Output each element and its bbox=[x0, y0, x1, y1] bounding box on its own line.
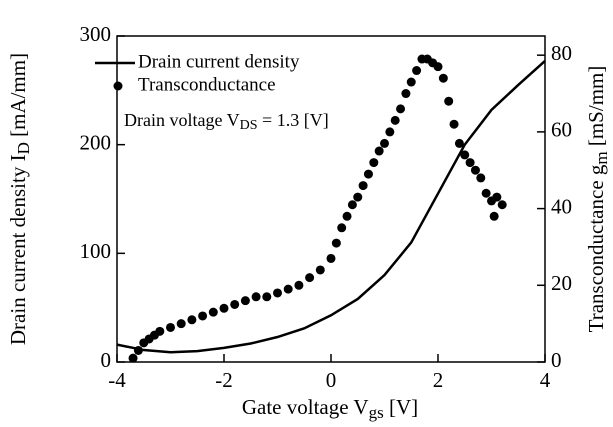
gm-point bbox=[337, 223, 347, 233]
x-tick-label: -4 bbox=[108, 368, 126, 392]
gm-point bbox=[476, 173, 486, 183]
legend-label: Drain current density bbox=[138, 51, 300, 72]
y-tick-label: 300 bbox=[80, 22, 112, 46]
gm-point bbox=[331, 238, 341, 248]
gm-point bbox=[363, 169, 373, 179]
gm-point bbox=[240, 296, 250, 306]
gm-point bbox=[380, 138, 389, 148]
gm-point bbox=[166, 322, 175, 332]
y2-tick-label: 40 bbox=[551, 194, 572, 218]
annotation: Drain voltage VDS = 1.3 [V] bbox=[124, 110, 329, 133]
gm-point bbox=[155, 326, 165, 336]
current-line bbox=[116, 60, 546, 354]
gm-point bbox=[315, 265, 325, 275]
x-tick-label: -2 bbox=[215, 368, 233, 392]
gm-point bbox=[128, 353, 138, 363]
gm-point bbox=[489, 211, 499, 221]
gm-point bbox=[353, 192, 363, 202]
gm-point bbox=[385, 127, 395, 137]
gm-point bbox=[230, 299, 240, 309]
gm-point bbox=[433, 62, 443, 72]
gm-point bbox=[460, 150, 470, 160]
legend-label: Transconductance bbox=[138, 74, 276, 95]
gm-point bbox=[481, 188, 491, 198]
y2-tick-label: 20 bbox=[551, 271, 572, 295]
gm-point bbox=[294, 280, 304, 290]
gm-point bbox=[454, 138, 464, 148]
y-tick-label: 200 bbox=[80, 130, 112, 154]
x-tick-label: 2 bbox=[433, 368, 444, 392]
gm-point bbox=[396, 104, 406, 114]
gm-point bbox=[342, 211, 352, 221]
gm-point bbox=[208, 307, 218, 317]
x-tick-label: 4 bbox=[540, 368, 551, 392]
y2-tick-label: 80 bbox=[551, 41, 572, 65]
gm-point bbox=[444, 96, 454, 106]
gm-point bbox=[412, 66, 422, 76]
gm-point bbox=[374, 146, 384, 156]
y-axis-label: Drain current density ID [mA/mm] bbox=[6, 53, 33, 345]
y-tick-label: 100 bbox=[80, 239, 112, 263]
gm-point bbox=[273, 288, 282, 298]
gm-point bbox=[449, 119, 459, 129]
legend-dot bbox=[113, 81, 123, 91]
gm-point bbox=[326, 253, 336, 263]
gm-point bbox=[187, 315, 197, 325]
y2-tick-label: 60 bbox=[551, 118, 572, 142]
gm-point bbox=[176, 319, 186, 329]
gm-point bbox=[262, 292, 272, 302]
gm-point bbox=[470, 165, 480, 175]
gm-point bbox=[347, 200, 357, 210]
gm-point bbox=[465, 158, 475, 168]
gm-point bbox=[358, 181, 368, 191]
gm-point bbox=[492, 192, 502, 202]
gm-point bbox=[283, 284, 293, 294]
y-tick-label: 0 bbox=[101, 348, 112, 372]
gm-point bbox=[369, 158, 379, 168]
gm-point bbox=[497, 200, 507, 210]
y2-tick-label: 0 bbox=[551, 348, 562, 372]
gm-point bbox=[406, 77, 416, 87]
y2-axis-label: Transconductance gm [mS/mm] bbox=[584, 66, 611, 333]
gm-point bbox=[219, 303, 229, 313]
gm-point bbox=[133, 345, 143, 355]
x-tick-label: 0 bbox=[326, 368, 337, 392]
gm-point bbox=[401, 89, 411, 99]
gm-point bbox=[251, 292, 261, 302]
gm-point bbox=[305, 273, 315, 283]
gm-point bbox=[390, 115, 400, 125]
x-axis-label: Gate voltage Vgs [V] bbox=[242, 395, 418, 422]
gm-point bbox=[198, 311, 208, 321]
gm-point bbox=[438, 73, 448, 83]
